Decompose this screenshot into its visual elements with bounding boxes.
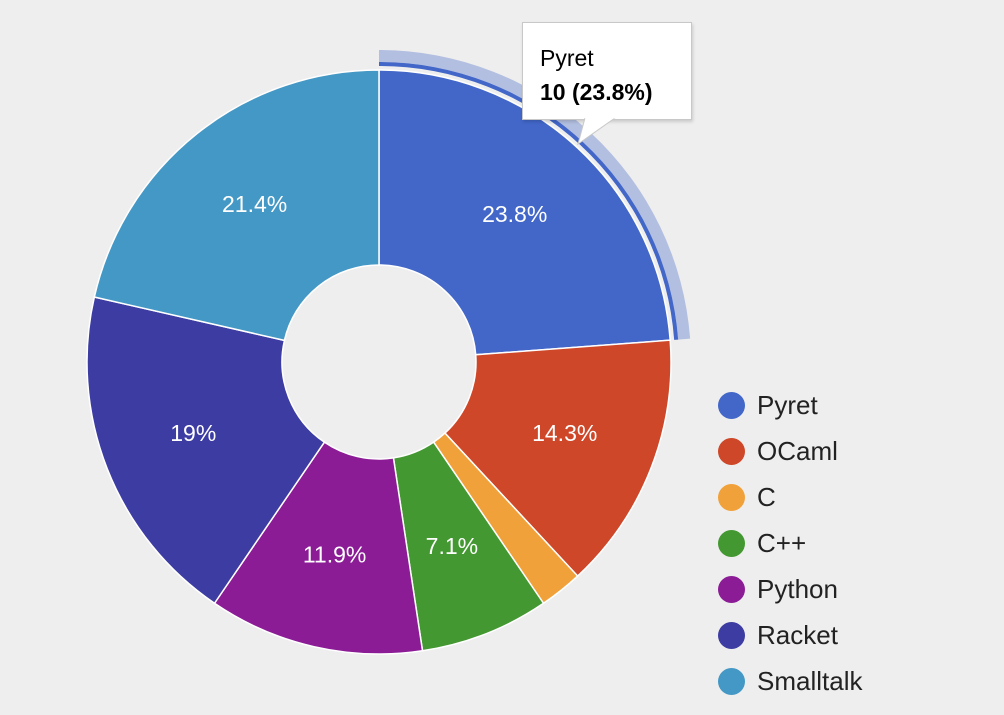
legend-swatch-icon <box>718 391 745 419</box>
legend[interactable]: Pyret OCaml C C++ Python Racket Smalltalk <box>718 382 862 704</box>
slice-racket[interactable] <box>86 296 326 605</box>
legend-swatch-icon <box>718 529 745 557</box>
legend-item-python[interactable]: Python <box>718 566 862 612</box>
legend-swatch-icon <box>718 621 745 649</box>
slice-smalltalk[interactable] <box>93 69 380 342</box>
tooltip-value: 10 (23.8%) <box>540 79 653 105</box>
slice-label-racket: 19% <box>170 420 216 446</box>
slice-pyret[interactable] <box>378 69 671 356</box>
slice-label-python: 11.9% <box>303 542 367 568</box>
legend-label: OCaml <box>757 435 838 466</box>
legend-swatch-icon <box>718 575 745 603</box>
legend-label: Racket <box>757 619 838 650</box>
legend-item-ocaml[interactable]: OCaml <box>718 428 862 474</box>
legend-label: C++ <box>757 527 807 558</box>
slice-label-c-: 7.1% <box>426 533 478 559</box>
slice-python[interactable] <box>213 441 424 655</box>
slice-ocaml[interactable] <box>443 339 672 578</box>
legend-swatch-icon <box>718 437 745 465</box>
legend-label: Pyret <box>757 389 818 420</box>
tooltip: Pyret 10 (23.8%) <box>522 22 692 120</box>
legend-label: Smalltalk <box>757 665 863 696</box>
slice-labels: 23.8% 14.3% 7.1% 11.9% 19% 21.4% <box>170 191 597 567</box>
legend-label: C <box>757 481 776 512</box>
legend-item-c[interactable]: C <box>718 474 862 520</box>
slice-label-ocaml: 14.3% <box>532 420 597 446</box>
slice-label-smalltalk: 21.4% <box>222 191 287 217</box>
slices[interactable] <box>86 69 672 655</box>
legend-item-racket[interactable]: Racket <box>718 612 862 658</box>
tooltip-pointer <box>577 118 616 146</box>
slice-label-pyret: 23.8% <box>482 201 547 227</box>
legend-item-c-[interactable]: C++ <box>718 520 862 566</box>
legend-item-smalltalk[interactable]: Smalltalk <box>718 658 862 704</box>
legend-swatch-icon <box>718 483 745 511</box>
legend-label: Python <box>757 573 838 604</box>
legend-item-pyret[interactable]: Pyret <box>718 382 862 428</box>
tooltip-title: Pyret <box>540 45 594 71</box>
legend-swatch-icon <box>718 667 745 695</box>
